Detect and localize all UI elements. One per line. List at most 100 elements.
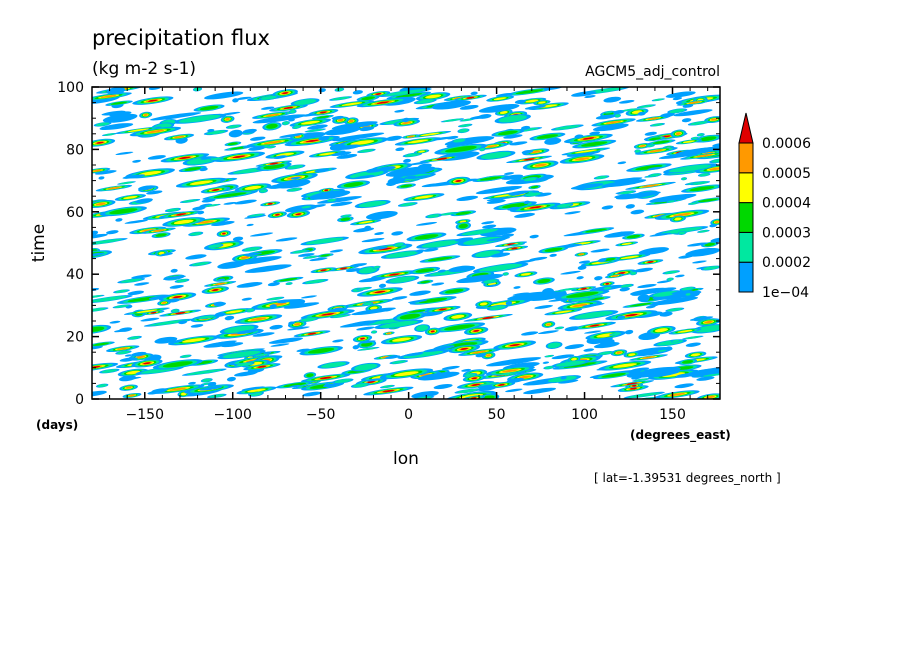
precip-contour bbox=[186, 369, 222, 376]
precip-contour bbox=[123, 195, 138, 200]
precip-contour bbox=[320, 269, 327, 272]
precip-contour bbox=[544, 137, 562, 145]
precip-contour bbox=[486, 197, 510, 202]
precip-contour bbox=[189, 180, 214, 185]
precip-contour bbox=[378, 283, 386, 288]
precip-contour bbox=[287, 326, 310, 331]
precip-contour bbox=[337, 118, 344, 122]
precip-contour bbox=[520, 272, 532, 276]
precip-contour bbox=[309, 190, 351, 200]
precip-contour bbox=[92, 252, 105, 257]
precip-contour bbox=[131, 351, 147, 357]
precip-contour bbox=[360, 337, 365, 340]
precip-contour bbox=[549, 253, 557, 257]
precip-contour bbox=[589, 324, 600, 327]
precip-contour bbox=[334, 379, 352, 384]
precip-contour bbox=[503, 272, 509, 276]
precip-contour bbox=[319, 376, 332, 380]
precip-contour bbox=[665, 91, 696, 98]
precip-contour bbox=[382, 308, 393, 312]
precip-contour bbox=[306, 373, 314, 378]
precip-contour bbox=[466, 96, 475, 99]
precip-contour bbox=[605, 120, 622, 124]
precip-contour bbox=[401, 117, 410, 123]
precip-contour bbox=[403, 158, 412, 163]
precip-contour bbox=[438, 308, 447, 311]
precip-contour bbox=[191, 262, 210, 266]
precip-contour bbox=[654, 328, 668, 333]
precip-contour bbox=[529, 256, 548, 261]
precip-contour bbox=[282, 92, 289, 95]
precip-contour bbox=[641, 249, 662, 254]
precip-contour bbox=[246, 308, 255, 312]
precip-contour bbox=[199, 167, 208, 172]
precip-contour bbox=[381, 385, 394, 388]
precip-contour bbox=[403, 350, 444, 358]
precip-contour bbox=[375, 92, 382, 95]
precip-contour bbox=[445, 288, 464, 294]
precip-contour bbox=[647, 260, 654, 263]
precip-contour bbox=[120, 278, 143, 283]
precip-contour bbox=[626, 366, 681, 378]
precip-contour bbox=[249, 213, 264, 217]
precip-contour bbox=[136, 309, 158, 314]
precip-contour bbox=[514, 212, 536, 218]
precip-contour bbox=[95, 202, 106, 206]
precip-contour bbox=[327, 198, 337, 202]
precip-contour bbox=[247, 388, 266, 393]
precip-contour bbox=[652, 291, 679, 297]
precip-contour bbox=[314, 168, 330, 173]
precip-contour bbox=[311, 204, 326, 208]
precip-contour bbox=[92, 365, 101, 369]
precip-contour bbox=[92, 295, 103, 299]
precip-contour bbox=[337, 144, 361, 150]
precip-contour bbox=[479, 263, 523, 272]
precip-contour bbox=[309, 257, 328, 262]
precip-contour bbox=[198, 315, 215, 319]
precip-contour bbox=[353, 175, 375, 179]
precip-contour bbox=[529, 206, 542, 209]
precip-contour bbox=[617, 315, 626, 319]
precip-contour bbox=[523, 177, 537, 182]
precip-contour bbox=[149, 319, 189, 326]
precip-contour bbox=[614, 114, 621, 118]
precip-contour bbox=[689, 202, 699, 205]
precip-contour bbox=[619, 190, 635, 195]
precip-contour bbox=[316, 115, 330, 119]
precip-contour bbox=[697, 133, 704, 137]
precip-contour bbox=[521, 149, 534, 154]
colorbar-box bbox=[738, 142, 754, 174]
precip-contour bbox=[407, 139, 429, 144]
precip-contour bbox=[300, 317, 317, 322]
precip-contour bbox=[173, 219, 194, 225]
x-tick-label: −100 bbox=[214, 407, 252, 423]
precip-contour bbox=[132, 159, 141, 163]
precip-contour bbox=[671, 290, 693, 295]
precip-contour bbox=[444, 324, 475, 331]
precip-contour bbox=[235, 96, 252, 101]
precip-contour bbox=[456, 273, 504, 284]
colorbar-label: 0.0006 bbox=[762, 136, 811, 152]
precip-contour bbox=[446, 143, 460, 148]
precip-contour bbox=[525, 99, 539, 103]
precip-contour bbox=[625, 313, 638, 317]
precip-contour bbox=[688, 101, 701, 104]
precip-contour bbox=[409, 290, 431, 296]
precip-contour bbox=[220, 111, 241, 116]
precip-contour bbox=[331, 151, 352, 157]
precip-contour bbox=[332, 314, 349, 318]
precip-contour bbox=[464, 373, 476, 377]
precip-contour bbox=[92, 238, 123, 246]
precip-contour bbox=[267, 202, 273, 205]
precip-contour bbox=[711, 158, 720, 163]
precip-contour bbox=[138, 185, 156, 191]
precip-contour bbox=[626, 234, 641, 239]
precip-contour bbox=[644, 131, 657, 136]
precip-contour bbox=[659, 370, 680, 376]
precip-contour bbox=[625, 204, 635, 209]
precip-contour bbox=[250, 136, 266, 141]
precip-contour bbox=[420, 280, 431, 284]
precip-contour bbox=[288, 321, 295, 325]
precip-contour bbox=[659, 311, 673, 317]
